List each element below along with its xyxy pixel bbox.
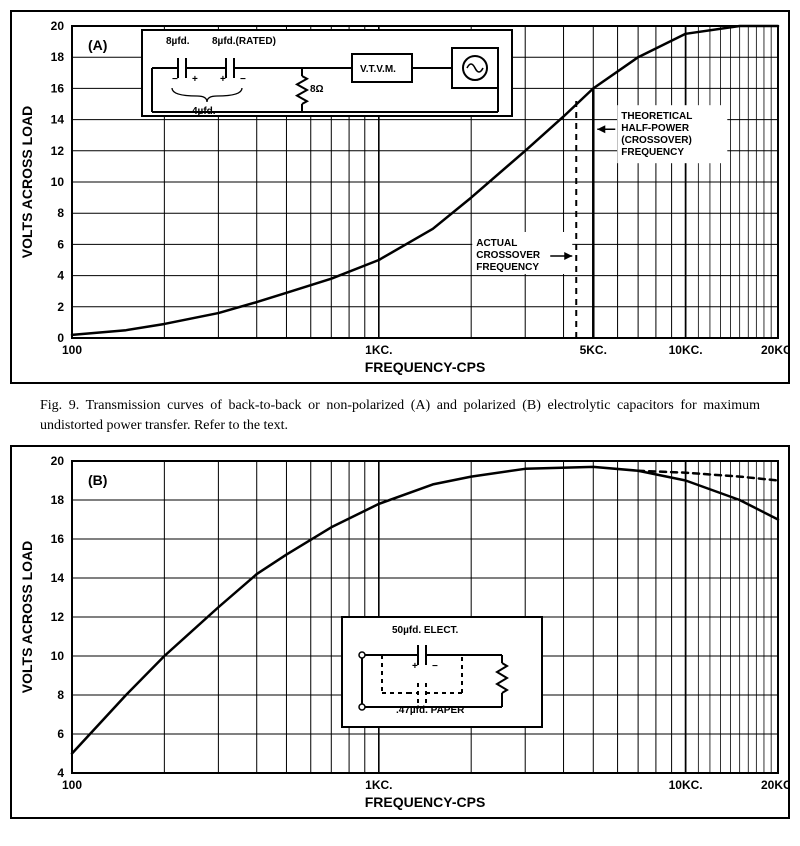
svg-text:FREQUENCY: FREQUENCY [476,262,539,273]
svg-text:(CROSSOVER): (CROSSOVER) [621,135,692,146]
svg-text:10: 10 [51,175,65,189]
svg-text:CROSSOVER: CROSSOVER [476,250,541,261]
svg-text:+: + [220,74,226,85]
svg-text:12: 12 [51,610,65,624]
svg-text:8µfd.: 8µfd. [166,36,190,47]
svg-text:VOLTS ACROSS LOAD: VOLTS ACROSS LOAD [19,541,35,693]
svg-text:HALF-POWER: HALF-POWER [621,123,690,134]
svg-text:8: 8 [57,206,64,220]
svg-text:6: 6 [57,237,64,251]
chart-a-svg: 024681012141618201001KC.5KC.10KC.20KC.FR… [12,12,788,382]
svg-text:50µfd. ELECT.: 50µfd. ELECT. [392,625,459,636]
svg-text:(B): (B) [88,472,107,488]
svg-text:20: 20 [51,454,65,468]
svg-text:10KC.: 10KC. [669,343,703,357]
chart-b-container: 4681012141618201001KC.10KC.20KC.FREQUENC… [10,445,790,819]
svg-text:−: − [432,661,438,672]
svg-text:ACTUAL: ACTUAL [476,238,517,249]
svg-text:FREQUENCY-CPS: FREQUENCY-CPS [365,359,486,375]
svg-text:18: 18 [51,50,65,64]
svg-text:16: 16 [51,81,65,95]
svg-text:−: − [240,74,246,85]
svg-text:−: − [172,74,178,85]
svg-text:FREQUENCY: FREQUENCY [621,147,684,158]
svg-text:14: 14 [51,571,65,585]
svg-text:FREQUENCY-CPS: FREQUENCY-CPS [365,794,486,810]
svg-text:2: 2 [57,300,64,314]
svg-text:12: 12 [51,144,65,158]
svg-text:4: 4 [57,269,64,283]
svg-text:(A): (A) [88,37,107,53]
svg-text:14: 14 [51,113,65,127]
svg-text:20KC.: 20KC. [761,343,788,357]
chart-b-svg: 4681012141618201001KC.10KC.20KC.FREQUENC… [12,447,788,817]
svg-text:16: 16 [51,532,65,546]
svg-text:+: + [412,661,418,672]
svg-text:20KC.: 20KC. [761,778,788,792]
svg-text:5KC.: 5KC. [580,343,607,357]
svg-text:18: 18 [51,493,65,507]
svg-text:8: 8 [57,688,64,702]
svg-text:8Ω: 8Ω [310,84,324,95]
svg-text:10: 10 [51,649,65,663]
svg-text:8µfd.(RATED): 8µfd.(RATED) [212,36,276,47]
svg-text:100: 100 [62,343,82,357]
figure-9: 024681012141618201001KC.5KC.10KC.20KC.FR… [10,10,790,819]
chart-a-container: 024681012141618201001KC.5KC.10KC.20KC.FR… [10,10,790,384]
svg-text:1KC.: 1KC. [365,778,392,792]
svg-text:6: 6 [57,727,64,741]
svg-text:THEORETICAL: THEORETICAL [621,111,692,122]
svg-text:+: + [192,74,198,85]
svg-text:1KC.: 1KC. [365,343,392,357]
svg-text:100: 100 [62,778,82,792]
figure-caption: Fig. 9. Transmission curves of back-to-b… [10,392,790,445]
svg-text:VOLTS ACROSS LOAD: VOLTS ACROSS LOAD [19,106,35,258]
svg-text:20: 20 [51,19,65,33]
svg-text:V.T.V.M.: V.T.V.M. [360,64,396,75]
svg-text:10KC.: 10KC. [669,778,703,792]
